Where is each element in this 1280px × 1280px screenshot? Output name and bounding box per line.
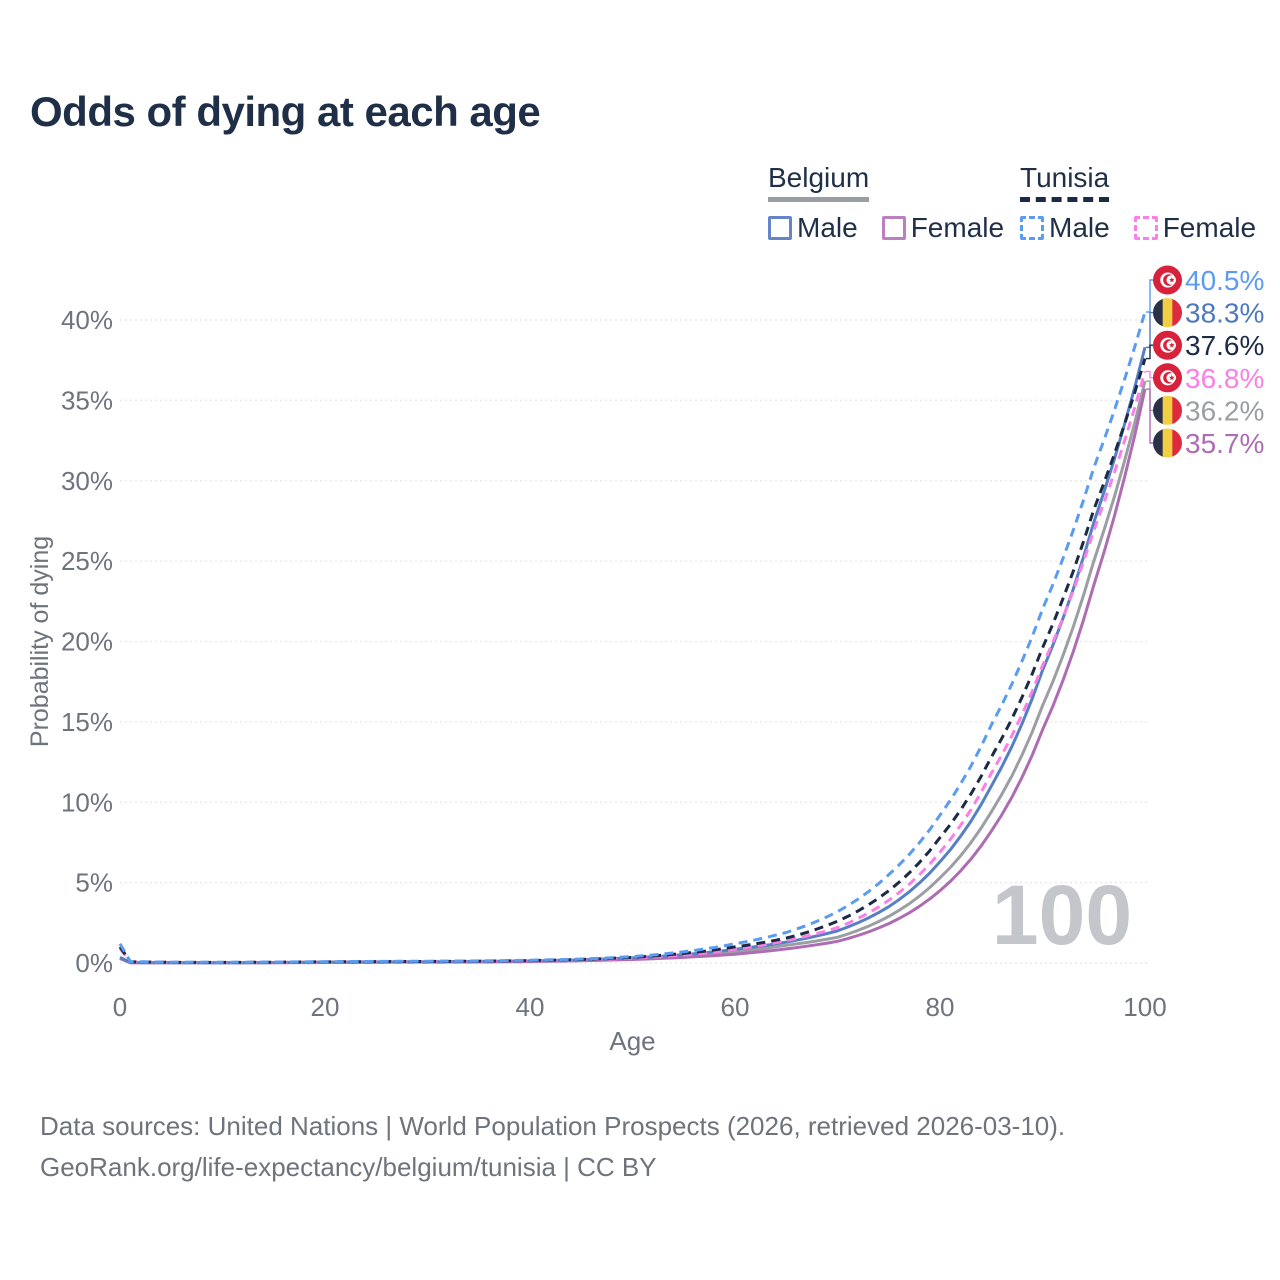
end-label-value: 37.6% (1185, 330, 1264, 361)
x-tick-label: 0 (113, 992, 127, 1022)
belgium-flag-icon (1153, 428, 1182, 458)
y-tick-label: 10% (61, 787, 113, 817)
series-line-tunisia-total[interactable] (118, 358, 1147, 964)
legend-swatch-icon (1133, 216, 1158, 240)
end-label-leader-line (1146, 279, 1153, 313)
legend-item-label: Female (910, 212, 1005, 243)
y-tick-label: 15% (61, 707, 113, 737)
end-label-leader-line (1146, 344, 1153, 360)
tunisia-flag-icon (1153, 330, 1182, 360)
legend-swatch-icon (881, 216, 906, 240)
legend-group-belgium: Belgium Male Female (768, 162, 1004, 244)
end-label-value: 40.5% (1185, 265, 1264, 296)
tunisia-flag-icon (1153, 363, 1182, 393)
end-label-value: 38.3% (1185, 298, 1264, 329)
x-tick-label: 40 (516, 992, 545, 1022)
legend-item-belgium-male[interactable]: Male (768, 212, 858, 244)
legend-item-tunisia-female[interactable]: Female (1133, 212, 1257, 244)
end-label-leader-line (1146, 388, 1153, 444)
y-axis-title: Probability of dying (26, 536, 54, 747)
legend-swatch-icon (1020, 216, 1044, 240)
x-tick-label: 80 (926, 992, 955, 1022)
end-label-value: 36.8% (1185, 363, 1264, 394)
end-label-value: 36.2% (1185, 395, 1264, 426)
y-tick-label: 30% (61, 466, 113, 496)
chart-footer: Data sources: United Nations | World Pop… (40, 1106, 1065, 1188)
legend-item-label: Male (1049, 212, 1110, 243)
x-tick-label: 20 (311, 992, 340, 1022)
footer-attribution: GeoRank.org/life-expectancy/belgium/tuni… (40, 1152, 657, 1182)
x-axis-title: Age (609, 1026, 655, 1056)
watermark-age-100: 100 (992, 868, 1132, 962)
legend-item-label: Male (797, 212, 858, 243)
tunisia-flag-icon (1153, 265, 1182, 295)
series-line-tunisia-male[interactable] (118, 311, 1147, 964)
legend-item-belgium-female[interactable]: Female (881, 212, 1005, 244)
y-tick-label: 40% (61, 305, 113, 335)
x-tick-label: 60 (721, 992, 750, 1022)
legend-item-label: Female (1162, 212, 1257, 243)
end-label-leader-line (1146, 370, 1153, 379)
page-title: Odds of dying at each age (30, 88, 541, 135)
y-tick-label: 25% (61, 546, 113, 576)
belgium-flag-icon (1153, 298, 1182, 328)
belgium-flag-icon (1153, 395, 1182, 425)
y-tick-label: 20% (61, 627, 113, 657)
x-tick-label: 100 (1123, 992, 1166, 1022)
y-tick-label: 5% (75, 868, 113, 898)
legend-country-label-belgium[interactable]: Belgium (768, 162, 870, 202)
legend-country-label-tunisia[interactable]: Tunisia (1020, 162, 1110, 202)
y-tick-label: 35% (61, 385, 113, 415)
end-label-value: 35.7% (1185, 428, 1264, 459)
legend-group-tunisia: Tunisia Male Female (1020, 162, 1256, 244)
end-label-leader-line (1146, 311, 1153, 348)
legend-item-tunisia-male[interactable]: Male (1020, 212, 1110, 244)
y-tick-label: 0% (75, 948, 113, 978)
footer-data-sources: Data sources: United Nations | World Pop… (40, 1111, 1066, 1141)
legend-swatch-icon (768, 216, 792, 240)
legend: Belgium Male Female Tunisia Male Female (0, 0, 1280, 250)
